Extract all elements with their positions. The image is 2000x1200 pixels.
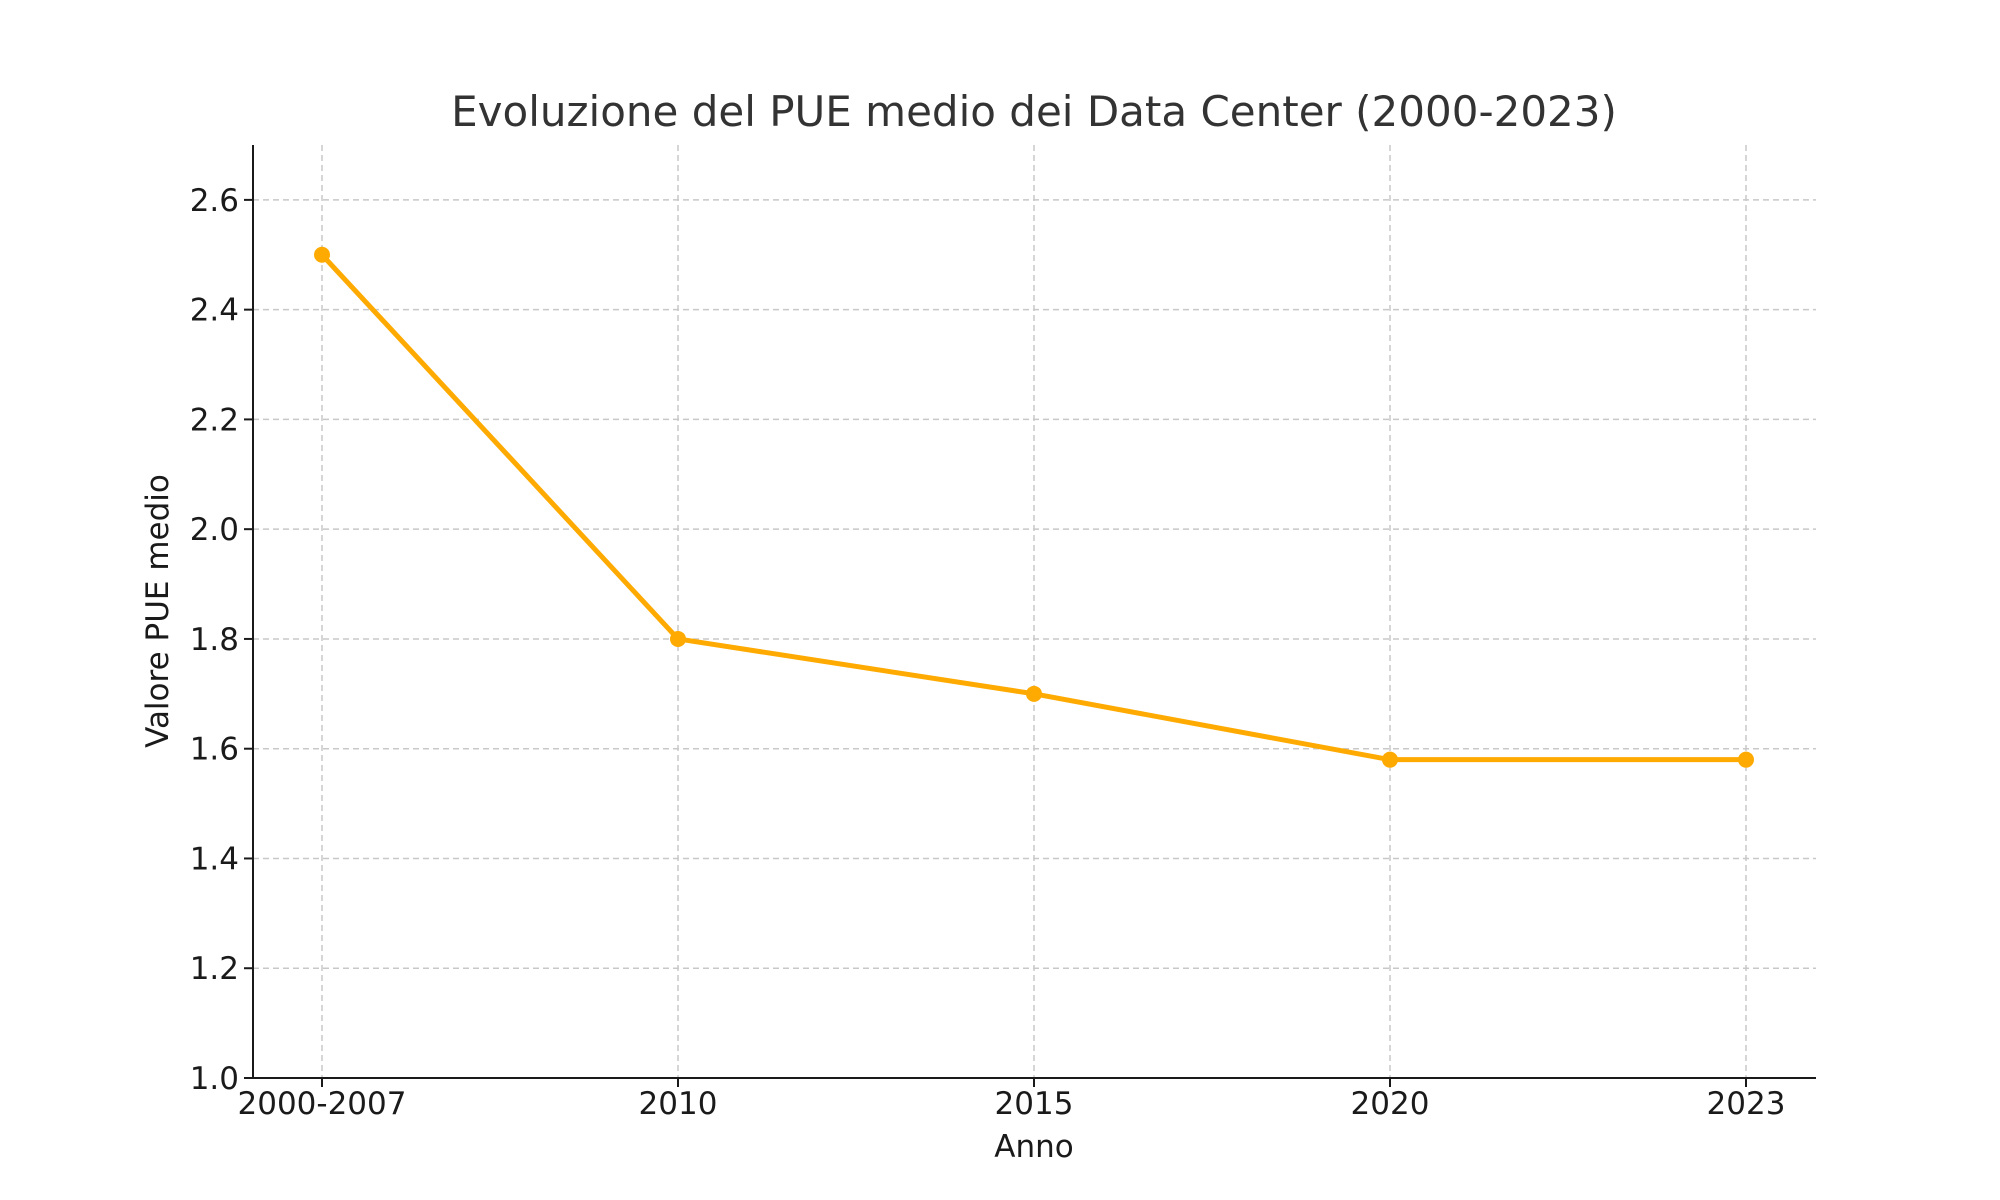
y-axis-label: Valore PUE medio [140,474,176,748]
series [314,246,1754,768]
data-point [314,246,330,263]
data-point [1738,751,1754,768]
data-point [1026,685,1042,702]
y-tick-label: 2.6 [190,183,239,219]
y-tick-label: 1.2 [190,951,239,987]
x-tick-label: 2000-2007 [238,1086,407,1122]
x-axis-label: Anno [994,1129,1073,1165]
y-tick-label: 1.4 [190,841,239,877]
x-tick-label: 2020 [1351,1086,1430,1122]
y-tick-label: 1.6 [190,732,239,768]
y-tick-label: 2.0 [190,512,239,548]
data-point [670,630,686,647]
y-tick-label: 1.0 [190,1061,239,1097]
y-tick-label: 2.4 [190,293,239,329]
y-tick-label: 2.2 [190,402,239,438]
x-tick-label: 2010 [639,1086,718,1122]
chart-title: Evoluzione del PUE medio dei Data Center… [451,87,1617,136]
data-point [1382,751,1398,768]
y-tick-label: 1.8 [190,622,239,658]
grid [253,145,1816,1078]
ticks: 1.0 1.2 1.4 1.6 1.8 2.0 2.2 2.4 2.6 2000-2007 2010… [190,183,1786,1122]
x-tick-label: 2015 [995,1086,1074,1122]
x-tick-label: 2023 [1707,1086,1786,1122]
